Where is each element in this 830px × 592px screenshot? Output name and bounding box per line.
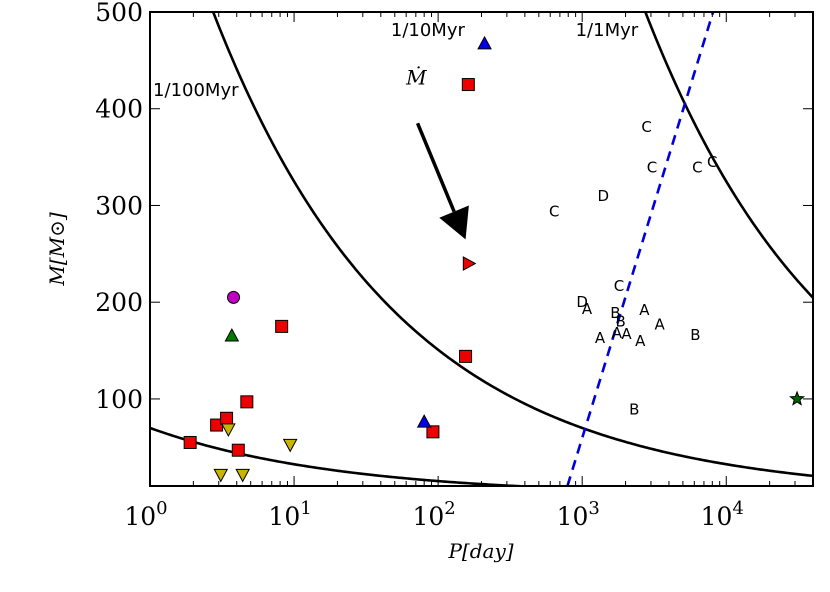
star-marker	[789, 390, 806, 406]
curve-label-1-1myr: 1/1Myr	[576, 20, 639, 41]
y-tick-labels: 100 200 300 400 500	[95, 0, 143, 414]
class-label-c: C	[707, 153, 717, 171]
class-label-c: C	[647, 159, 657, 177]
curve-1-1myr	[643, 12, 813, 299]
class-label-d: D	[597, 187, 609, 205]
plot-frame	[149, 11, 814, 487]
mdot-label: Ṁ	[405, 66, 427, 90]
square-marker	[459, 349, 473, 363]
x-tick-label: 102	[412, 498, 455, 531]
square-marker	[183, 435, 197, 449]
x-tick-labels: 100 101 102 103 104	[124, 498, 744, 531]
class-label-c: C	[692, 159, 702, 177]
triangle-down-marker	[235, 468, 251, 483]
class-label-a: A	[639, 301, 650, 319]
mdot-arrow	[415, 122, 469, 240]
class-label-b: B	[690, 326, 700, 344]
square-marker	[240, 395, 254, 409]
x-tick-label-exponent: 4	[732, 498, 743, 519]
x-tick-label-exponent: 1	[300, 498, 311, 519]
dashed-line	[566, 12, 715, 486]
tick-layer	[149, 11, 814, 486]
square-marker	[231, 443, 245, 457]
x-tick-label-base: 10	[268, 502, 300, 531]
triangle-right-marker	[462, 256, 477, 271]
x-tick-label: 103	[557, 498, 600, 531]
square-marker	[461, 78, 475, 92]
y-axis-label: M[M⊙]	[45, 212, 69, 287]
x-axis-label: P[day]	[447, 539, 513, 563]
curve-layer	[150, 12, 813, 486]
x-tick-label-exponent: 2	[444, 498, 455, 519]
class-label-a: A	[612, 324, 623, 342]
x-tick-label-exponent: 3	[588, 498, 599, 519]
class-label-c: C	[549, 202, 559, 220]
x-tick-label-base: 10	[412, 502, 444, 531]
curve-label-1-10myr: 1/10Myr	[391, 20, 466, 41]
square-marker	[220, 411, 234, 425]
x-tick-label-base: 10	[557, 502, 589, 531]
mdot-arrow-shaft	[415, 122, 456, 213]
triangle-down-marker	[282, 438, 298, 453]
class-label-a: A	[582, 300, 593, 318]
triangle-up-marker	[477, 35, 492, 50]
class-label-b: B	[629, 401, 639, 419]
class-label-c: C	[614, 277, 624, 295]
mdot-arrow-head	[439, 205, 469, 240]
curve-1-10myr	[211, 12, 813, 478]
square-marker	[426, 425, 440, 439]
class-label-a: A	[595, 329, 606, 347]
class-label-b: B	[610, 304, 620, 322]
y-tick-label: 500	[95, 0, 143, 27]
y-tick-label: 100	[95, 385, 143, 414]
x-tick-label: 101	[268, 498, 311, 531]
class-label-a: A	[635, 332, 646, 350]
class-label-a: A	[621, 325, 632, 343]
class-label-c: C	[641, 118, 651, 136]
x-tick-label-exponent: 0	[156, 498, 167, 519]
square-marker	[275, 319, 289, 333]
x-tick-label: 100	[124, 498, 167, 531]
y-tick-label: 300	[95, 191, 143, 220]
x-tick-label: 104	[701, 498, 744, 531]
class-label-d: D	[576, 293, 588, 311]
x-tick-label-base: 10	[124, 502, 156, 531]
triangle-down-marker	[213, 468, 229, 483]
triangle-up-marker	[416, 414, 432, 428]
class-label-b: B	[616, 313, 626, 331]
triangle-down-marker	[221, 423, 236, 437]
y-tick-label: 200	[95, 288, 143, 317]
triangle-up-marker	[224, 328, 240, 342]
class-label-a: A	[655, 315, 666, 333]
y-tick-label: 400	[95, 95, 143, 124]
curve-label-1-100myr: 1/100Myr	[153, 80, 239, 101]
circle-marker	[227, 290, 241, 304]
marker-layer	[183, 35, 806, 483]
x-tick-label-base: 10	[701, 502, 733, 531]
